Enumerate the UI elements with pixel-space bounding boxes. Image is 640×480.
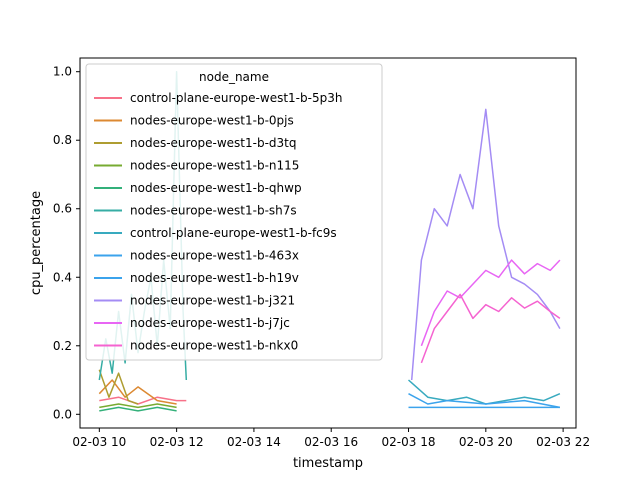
legend-entry: nodes-europe-west1-b-sh7s — [130, 204, 297, 218]
series-control-plane-europe-west1-b-fc9s — [408, 379, 561, 405]
series-nodes-europe-west1-b-n115 — [99, 403, 177, 409]
legend-entry: nodes-europe-west1-b-qhwp — [130, 181, 302, 195]
legend-title: node_name — [199, 70, 269, 84]
y-tick-label: 1.0 — [53, 65, 72, 79]
series-line — [420, 293, 561, 364]
x-tick-label: 02-03 18 — [382, 435, 436, 449]
series-line — [99, 406, 177, 412]
series-nodes-europe-west1-b-d3tq — [98, 369, 139, 405]
legend-entry: nodes-europe-west1-b-j7jc — [130, 316, 290, 330]
x-axis-label: timestamp — [293, 456, 363, 471]
series-nodes-europe-west1-b-j321 — [410, 108, 561, 381]
series-line — [98, 369, 139, 405]
series-nodes-europe-west1-b-nkx0 — [420, 293, 561, 364]
y-axis: 0.0 0.2 0.4 0.6 0.8 1.0 — [53, 65, 80, 421]
series-line — [420, 259, 561, 347]
legend-entry: nodes-europe-west1-b-nkx0 — [130, 339, 298, 353]
series-line — [99, 396, 187, 405]
legend-entry: nodes-europe-west1-b-n115 — [130, 159, 299, 173]
series-line — [410, 108, 561, 381]
y-tick-label: 0.0 — [53, 407, 72, 421]
legend-entry: nodes-europe-west1-b-d3tq — [130, 136, 297, 150]
y-tick-label: 0.8 — [53, 133, 72, 147]
legend-entry: nodes-europe-west1-b-463x — [130, 249, 299, 263]
series-line — [99, 403, 177, 409]
series-nodes-europe-west1-b-qhwp — [99, 406, 177, 412]
y-tick-label: 0.4 — [53, 270, 72, 284]
axes-frame — [79, 57, 577, 429]
legend-entry: control-plane-europe-west1-b-fc9s — [130, 226, 337, 240]
legend-box — [85, 63, 383, 361]
y-tick-label: 0.6 — [53, 202, 72, 216]
y-tick-label: 0.2 — [53, 339, 72, 353]
y-axis-label: cpu_percentage — [29, 191, 44, 295]
x-tick-label: 02-03 20 — [459, 435, 513, 449]
x-tick-label: 02-03 22 — [536, 435, 590, 449]
legend-entry: nodes-europe-west1-b-0pjs — [130, 114, 294, 128]
series-control-plane-europe-west1-b-5p3h — [99, 396, 187, 405]
series-nodes-europe-west1-b-0pjs — [98, 379, 177, 405]
x-tick-label: 02-03 12 — [150, 435, 204, 449]
series-line — [408, 379, 561, 405]
legend-entry: nodes-europe-west1-b-h19v — [130, 271, 299, 285]
legend-entry: control-plane-europe-west1-b-5p3h — [130, 91, 342, 105]
x-tick-label: 02-03 10 — [72, 435, 126, 449]
series-nodes-europe-west1-b-j7jc — [420, 259, 561, 347]
series-line — [98, 379, 177, 405]
x-axis: 02-03 10 02-03 12 02-03 14 02-03 16 02-03 18… — [72, 428, 590, 449]
legend-entry: nodes-europe-west1-b-j321 — [130, 294, 295, 308]
x-tick-label: 02-03 14 — [227, 435, 281, 449]
series-nodes-europe-west1-b-463x — [408, 393, 561, 409]
x-tick-label: 02-03 16 — [304, 435, 358, 449]
legend: node_name control-plane-europe-west1-b-5p… — [85, 63, 383, 361]
series-line — [408, 393, 561, 409]
